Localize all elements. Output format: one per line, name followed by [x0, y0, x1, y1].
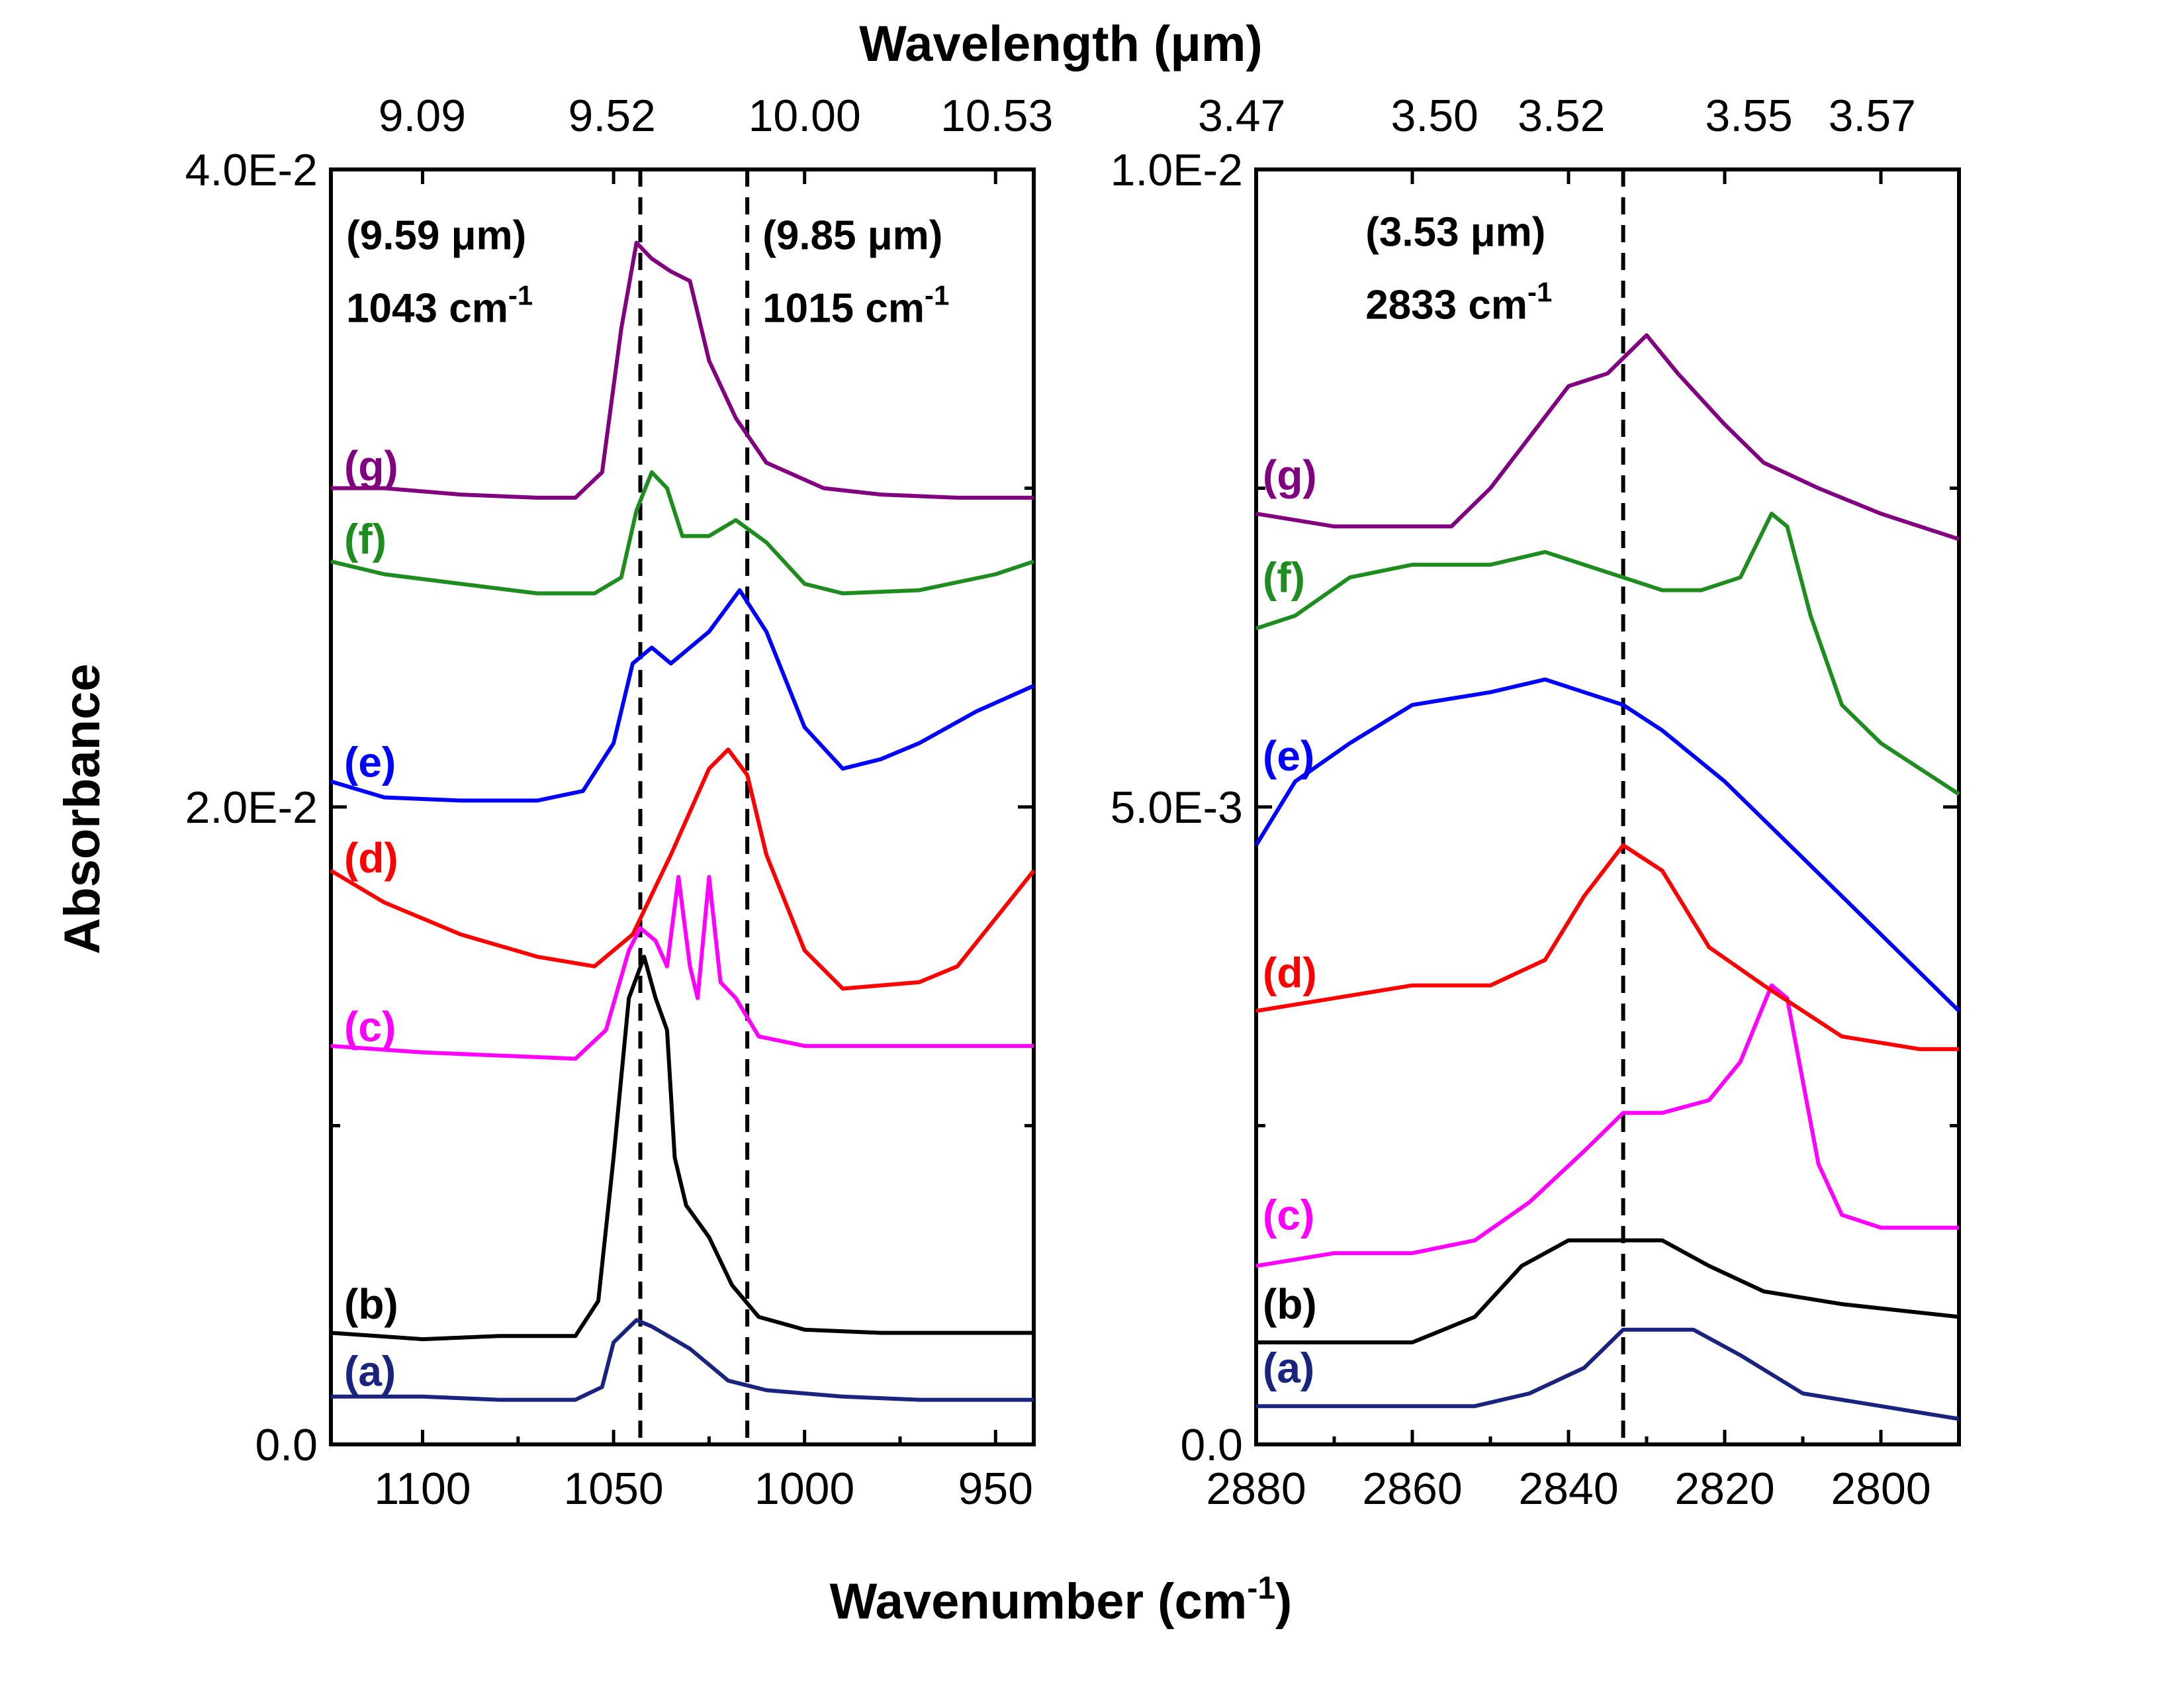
right-top-tick-label: 3.47: [1198, 91, 1285, 141]
left-series-line: [330, 955, 1034, 1342]
right-annotation-wavenumber-sup: -1: [1527, 277, 1552, 308]
right-x-tick-label: 2800: [1831, 1464, 1931, 1514]
right-series-line: [1255, 512, 1960, 796]
left-series-label: (f): [344, 516, 387, 563]
right-x-tick-label: 2820: [1674, 1464, 1774, 1514]
left-y-tick-label: 4.0E-2: [185, 145, 318, 195]
right-series-line: [1255, 333, 1960, 541]
right-top-tick-label: 3.52: [1518, 91, 1605, 141]
right-y-tick-label: 1.0E-2: [1111, 145, 1243, 195]
left-series-line: [330, 874, 1034, 1061]
left-annotation-wavenumber-main: 1015 cm: [762, 285, 925, 331]
right-series-line: [1256, 1327, 1960, 1421]
left-axis-title: Absorbance: [54, 663, 111, 954]
left-series-label: (a): [344, 1347, 396, 1395]
left-x-tick-label: 1000: [754, 1464, 854, 1514]
left-series-label: (b): [344, 1280, 398, 1328]
right-annotation-wavenumber: 2833 cm-1: [1365, 277, 1552, 328]
left-top-tick-label: 10.53: [940, 91, 1053, 141]
left-series-line: [331, 240, 1034, 500]
right-top-tick-label: 3.50: [1391, 91, 1479, 141]
right-series-label: (f): [1263, 553, 1305, 601]
right-series-line: [1255, 983, 1959, 1268]
left-annotation-wavenumber: 1043 cm-1: [346, 279, 533, 331]
right-x-tick-label: 2840: [1518, 1464, 1618, 1514]
left-annotation-wavenumber-sup: -1: [508, 279, 533, 310]
right-x-tick-label: 2860: [1362, 1464, 1462, 1514]
right-series-line: [1255, 843, 1959, 1051]
left-series-line: [330, 470, 1034, 596]
right-top-tick-label: 3.55: [1705, 91, 1792, 141]
left-x-tick-label: 950: [958, 1464, 1033, 1514]
right-y-tick-label: 0.0: [1180, 1420, 1243, 1470]
left-series-label: (g): [344, 442, 398, 490]
left-top-tick-label: 10.00: [749, 91, 861, 141]
right-top-tick-label: 3.57: [1829, 91, 1916, 141]
left-series-label: (e): [344, 739, 396, 786]
left-annotation-wavelength: (9.85 μm): [762, 212, 942, 258]
top-axis-title: Wavelength (μm): [859, 16, 1262, 72]
left-series-label: (d): [344, 834, 398, 882]
right-series-label: (b): [1263, 1280, 1317, 1328]
right-annotation-wavenumber-main: 2833 cm: [1365, 283, 1527, 328]
left-annotation-wavenumber-main: 1043 cm: [346, 285, 508, 331]
right-series-line: [1254, 677, 1961, 1013]
left-series-line: [331, 1318, 1034, 1402]
left-series-line: [330, 747, 1036, 991]
left-y-tick-label: 2.0E-2: [185, 782, 318, 833]
right-annotation-wavelength: (3.53 μm): [1365, 210, 1545, 256]
right-series-label: (g): [1263, 451, 1317, 499]
left-plot-frame: [329, 167, 1036, 1446]
right-series-label: (a): [1263, 1344, 1314, 1391]
right-series-line: [1256, 1238, 1960, 1344]
bottom-axis-title-main: Wavenumber (cm: [830, 1573, 1248, 1630]
left-series-label: (c): [344, 1003, 396, 1051]
right-x-tick-label: 2880: [1206, 1464, 1306, 1514]
bottom-axis-title-end: ): [1275, 1573, 1292, 1630]
left-y-tick-label: 0.0: [255, 1420, 318, 1470]
left-top-tick-label: 9.52: [569, 91, 656, 141]
left-series-line: [330, 588, 1035, 803]
left-annotation-wavenumber: 1015 cm-1: [762, 279, 949, 331]
left-x-tick-label: 1100: [374, 1464, 471, 1514]
right-series-label: (c): [1263, 1191, 1314, 1239]
left-top-tick-label: 9.09: [379, 91, 466, 141]
bottom-axis-title: Wavenumber (cm-1): [830, 1571, 1293, 1630]
left-x-tick-label: 1050: [563, 1464, 663, 1514]
left-annotation-wavelength: (9.59 μm): [346, 212, 526, 258]
right-series-label: (d): [1263, 949, 1317, 996]
left-panel: 1100 1050 1000 950 0.0 2.0E-2 4.0E-2 9.09 9.52 10…: [185, 91, 1054, 1514]
right-y-tick-label: 5.0E-3: [1111, 782, 1243, 833]
bottom-axis-title-sup: -1: [1247, 1571, 1275, 1606]
left-annotation-wavenumber-sup: -1: [925, 279, 949, 310]
right-series-label: (e): [1263, 732, 1314, 780]
right-panel: 2880 2860 2840 2820 2800 0.0 5.0E-3 1.0E-23.47 3…: [1111, 91, 1961, 1514]
